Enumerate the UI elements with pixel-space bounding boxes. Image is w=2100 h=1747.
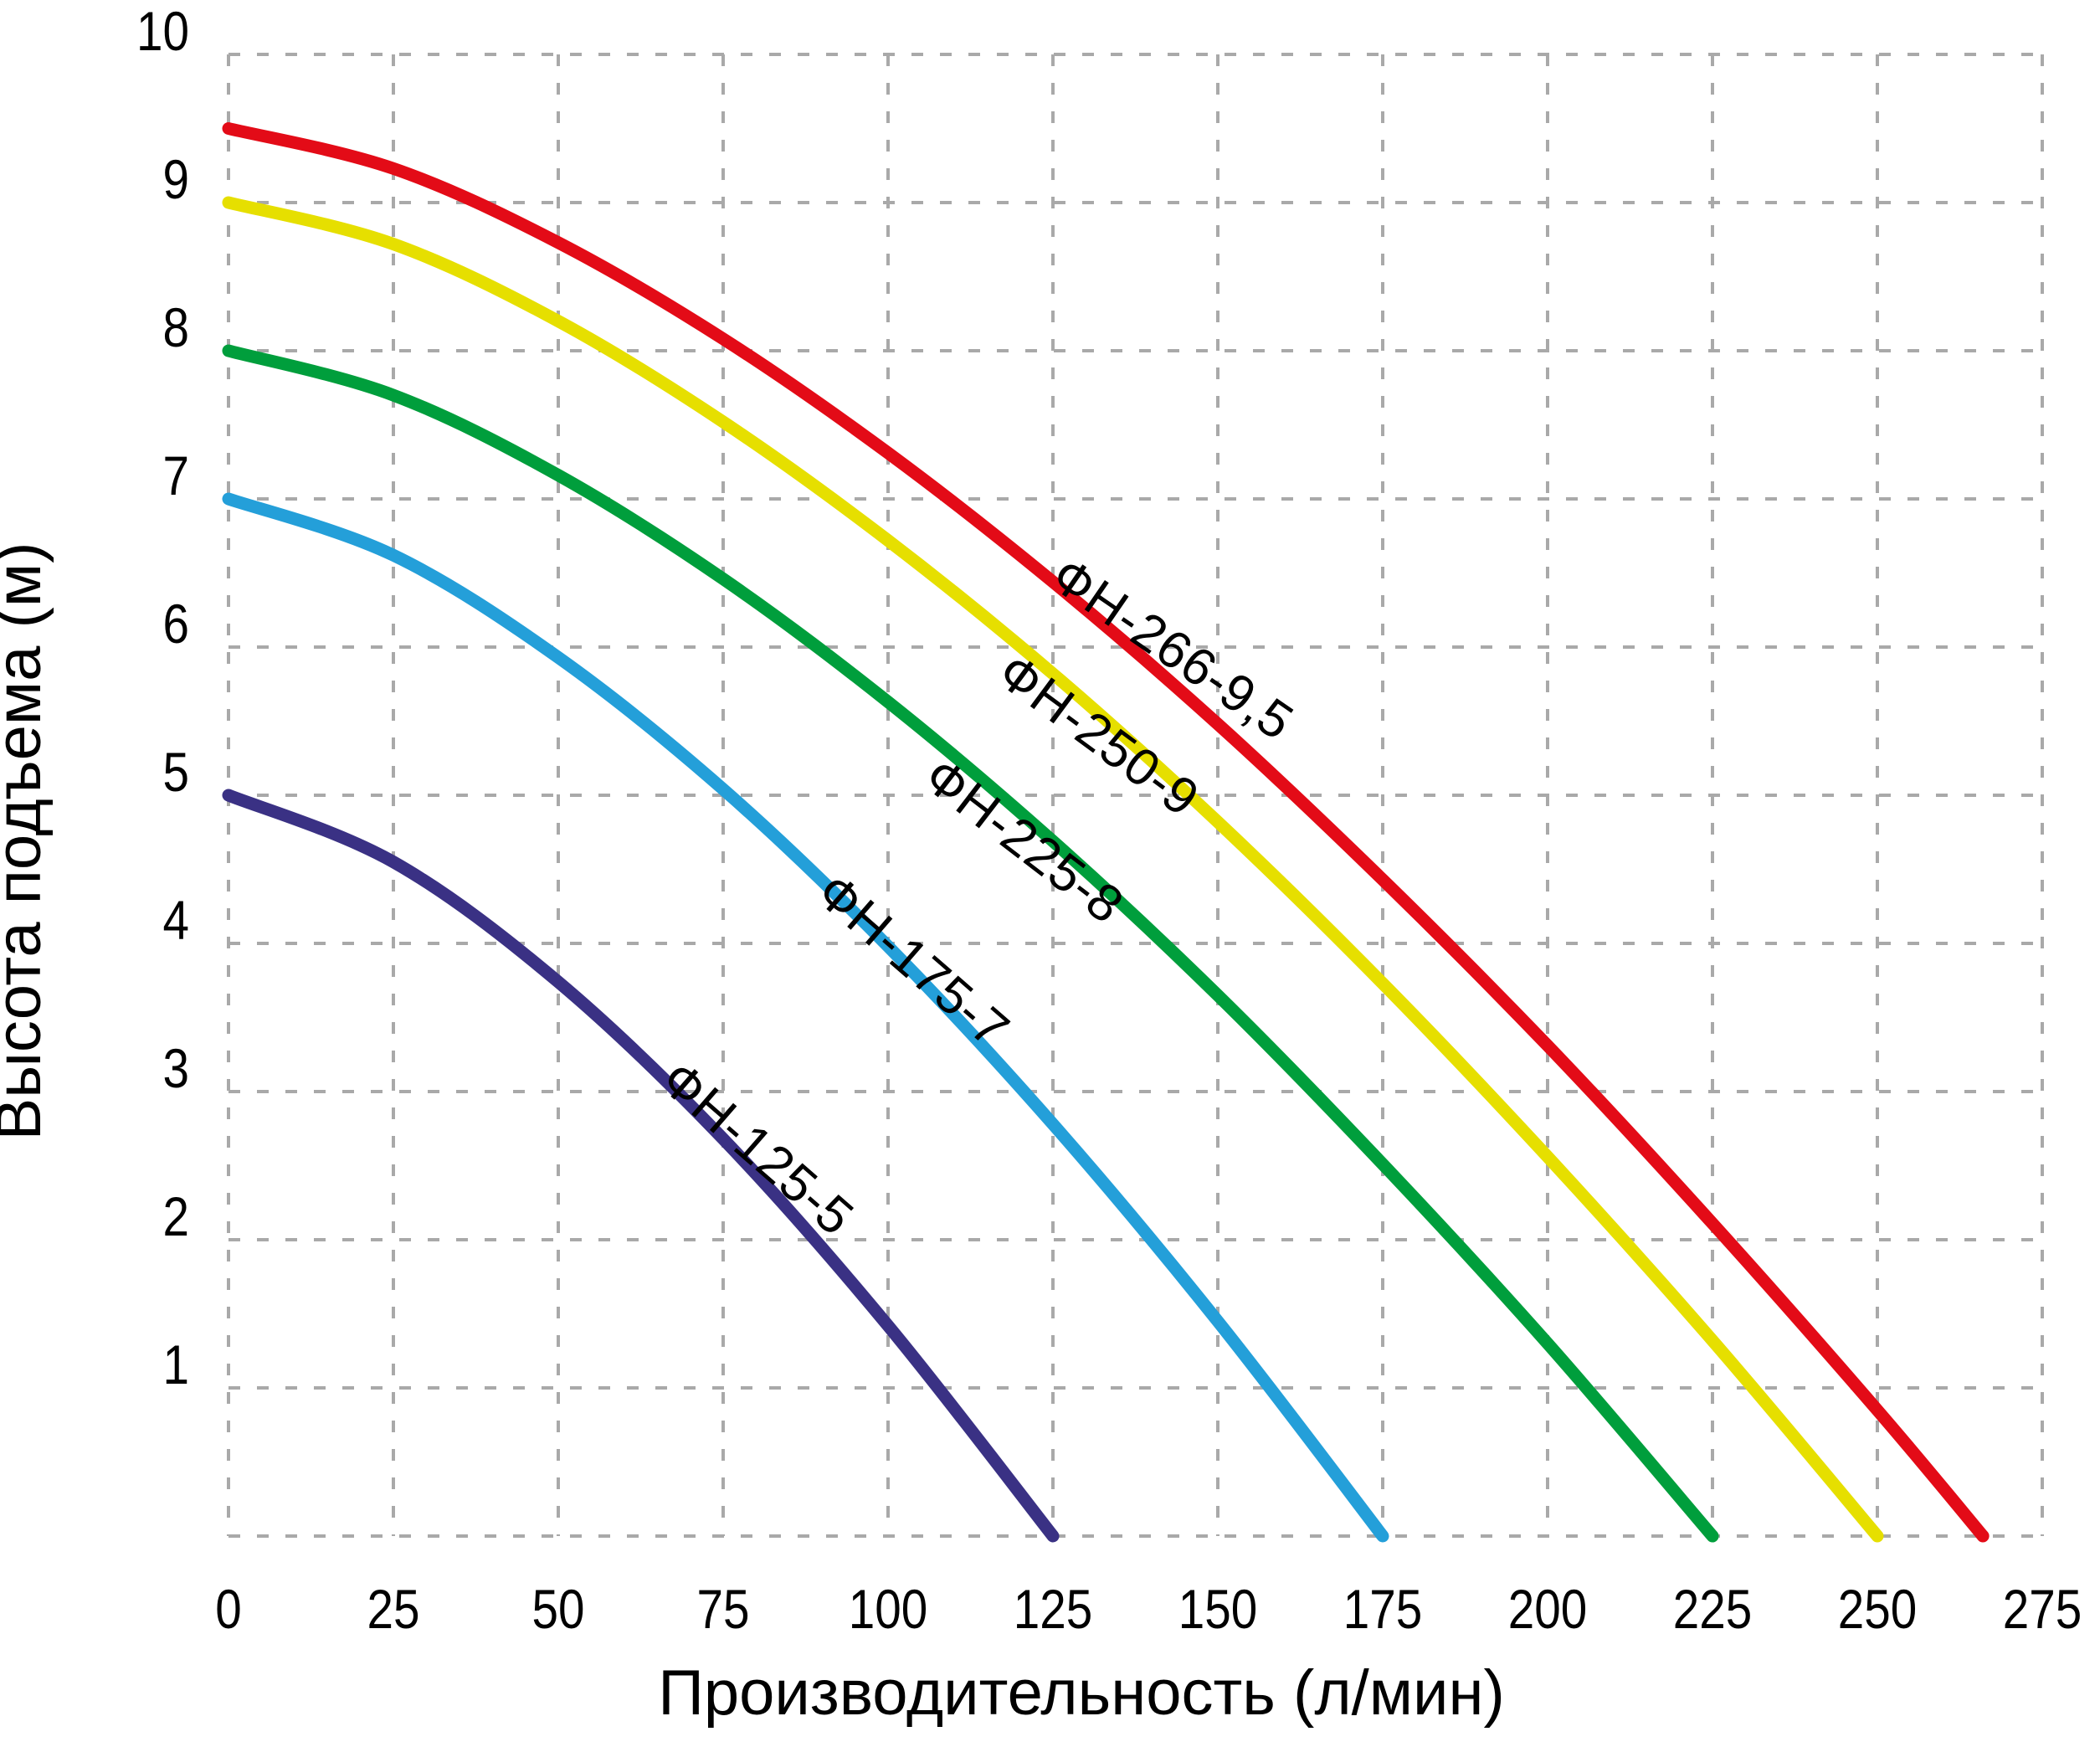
pump-curve-ФН-225-8	[222, 344, 1719, 1543]
y-tick-label: 6	[163, 593, 190, 655]
curve-label-ФН-125-5: ФН-125-5	[650, 1050, 865, 1246]
y-tick-label: 4	[163, 889, 190, 951]
x-tick-label: 250	[1838, 1578, 1918, 1640]
x-tick-label: 200	[1508, 1578, 1588, 1640]
y-tick-label: 1	[163, 1333, 190, 1395]
x-tick-label: 100	[849, 1578, 928, 1640]
y-tick-label: 7	[163, 444, 190, 506]
y-tick-label: 9	[163, 148, 190, 210]
x-tick-label: 125	[1014, 1578, 1093, 1640]
x-tick-label: 275	[2003, 1578, 2082, 1640]
pump-curve-ФН-175-7	[222, 492, 1389, 1543]
y-tick-label: 5	[163, 741, 190, 803]
axis-ticks: 0 25 50 75 100 125 150 175 200 225 250 275 1 2 3 4 5 6 7 8 9…	[136, 0, 2082, 1640]
pump-curve-ФН-125-5	[222, 789, 1060, 1543]
curve-label-ФН-175-7: ФН-175-7	[806, 862, 1020, 1059]
x-tick-label: 25	[367, 1578, 420, 1640]
y-axis-title: Высота подъема (м)	[0, 542, 54, 1141]
y-tick-label: 3	[163, 1037, 190, 1099]
y-tick-label: 10	[136, 0, 189, 62]
x-tick-label: 150	[1178, 1578, 1258, 1640]
pump-curve-ФН-266-9,5	[222, 122, 1990, 1543]
curve-labels: ФН-266-9,5ФН-250-9ФН-225-8ФН-175-7ФН-125…	[650, 547, 1304, 1247]
x-tick-label: 225	[1673, 1578, 1753, 1640]
x-tick-label: 175	[1343, 1578, 1423, 1640]
curve-label-ФН-225-8: ФН-225-8	[913, 747, 1133, 935]
x-tick-label: 75	[697, 1578, 750, 1640]
y-tick-label: 2	[163, 1185, 190, 1247]
pump-curve-ФН-250-9	[222, 196, 1884, 1543]
curves	[222, 122, 1990, 1543]
x-axis-title: Производительность (л/мин)	[658, 1657, 1505, 1729]
y-tick-label: 8	[163, 296, 190, 358]
x-tick-label: 0	[215, 1578, 242, 1640]
x-tick-label: 50	[532, 1578, 585, 1640]
